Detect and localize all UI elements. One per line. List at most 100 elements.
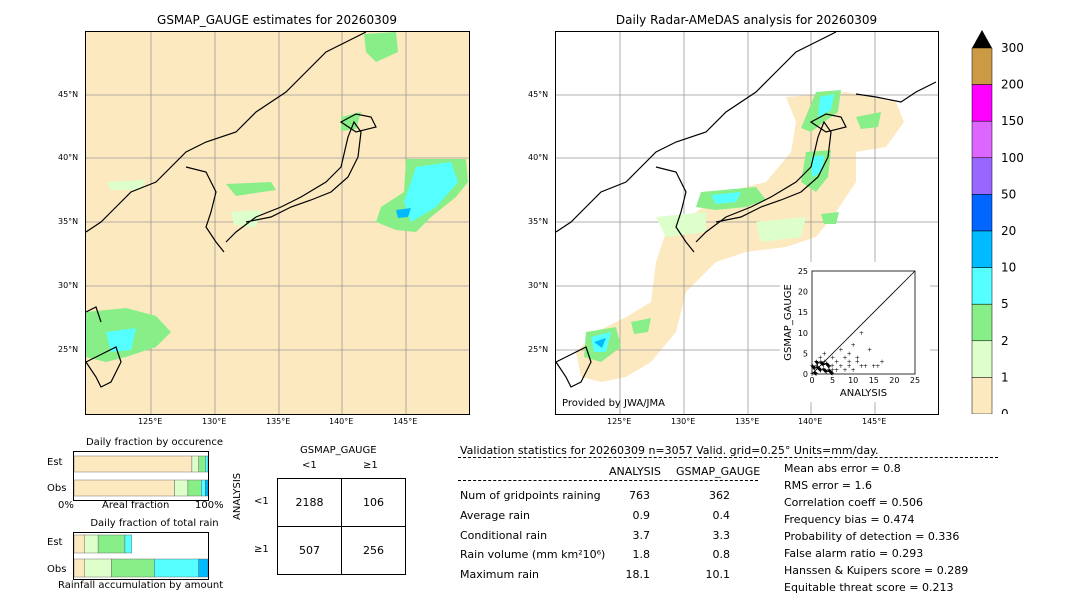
scatter-point: + — [812, 365, 817, 372]
score-2: Correlation coeff = 0.506 — [784, 496, 923, 509]
right-lat-30: 30°N — [528, 281, 549, 290]
validation-subdivider — [458, 480, 758, 481]
right-lon-125: 125°E — [607, 417, 632, 426]
left-lon-125: 125°E — [138, 417, 163, 426]
scatter-point: + — [822, 359, 827, 366]
scatter-point: + — [810, 364, 815, 371]
scatter-point: + — [855, 359, 860, 366]
score-4: Probability of detection = 0.336 — [784, 530, 960, 543]
stat-a-1: 0.9 — [632, 509, 651, 522]
scatter-point: + — [822, 367, 827, 374]
scatter-point: + — [813, 371, 818, 378]
colorbar-segment — [971, 157, 993, 195]
scatter-inset: 0 0 5 5 10 10 15 15 20 20 25 25 + + + + + + + + + + + + + + + + + + + +… — [780, 262, 930, 402]
scatter-point: + — [822, 350, 827, 357]
scatter-point: + — [809, 363, 814, 370]
contingency-row-ge1: ≥1 — [254, 544, 269, 555]
scatter-xtick: 15 — [869, 376, 879, 385]
scatter-ytick: 5 — [803, 349, 808, 358]
scatter-point: + — [820, 361, 825, 368]
contingency-col-ge1: ≥1 — [363, 460, 378, 471]
scatter-point: + — [822, 367, 827, 374]
scatter-point: + — [821, 362, 826, 369]
scatter-point: + — [842, 355, 847, 362]
scatter-point: + — [823, 368, 828, 375]
scatter-point: + — [821, 366, 826, 373]
scatter-point: + — [851, 342, 856, 349]
scatter-ylabel: GSMAP_GAUGE — [783, 284, 794, 361]
scatter-point: + — [859, 330, 864, 337]
scatter-point: + — [880, 359, 885, 366]
left-lat-25: 25°N — [58, 345, 79, 354]
contingency-table: 2188 106 507 256 — [277, 478, 406, 575]
colorbar-segment — [971, 120, 993, 159]
stacked-bar-segment — [73, 558, 85, 578]
occ-frame — [73, 451, 209, 501]
scatter-point: + — [830, 355, 835, 362]
scatter-point: + — [814, 359, 819, 366]
rain-row-est: Est — [47, 537, 63, 548]
colorbar-segment — [971, 267, 993, 305]
scatter-point: + — [847, 359, 852, 366]
stacked-bar-segment — [73, 455, 193, 473]
occ-bars — [73, 455, 209, 497]
scatter-plot: 00551010151520202525++++++++++++++++++++… — [783, 267, 920, 399]
scatter-point: + — [826, 363, 831, 370]
scatter-point: + — [818, 367, 823, 374]
scatter-point: + — [827, 364, 832, 371]
score-6: Hanssen & Kuipers score = 0.289 — [784, 564, 969, 577]
right-map-title: Daily Radar-AMeDAS analysis for 20260309 — [615, 13, 878, 27]
scatter-xtick: 25 — [910, 376, 920, 385]
scatter-xtick: 20 — [889, 376, 899, 385]
scatter-point: + — [818, 367, 823, 374]
right-lon-140: 140°E — [798, 417, 823, 426]
scatter-point: + — [818, 359, 823, 366]
stat-a-4: 18.1 — [625, 568, 651, 581]
stacked-bar-segment — [198, 455, 206, 473]
scatter-xtick: 5 — [830, 376, 835, 385]
scatter-point: + — [812, 369, 817, 376]
scatter-point: + — [827, 368, 832, 375]
scatter-point: + — [829, 370, 834, 377]
right-lon-145: 145°E — [862, 417, 887, 426]
scatter-point: + — [830, 362, 835, 369]
score-3: Frequency bias = 0.474 — [784, 513, 915, 526]
left-lon-140: 140°E — [329, 417, 354, 426]
scatter-point: + — [814, 359, 819, 366]
scatter-point: + — [812, 365, 817, 372]
left-lon-135: 135°E — [266, 417, 291, 426]
scatter-point: + — [828, 369, 833, 376]
right-lat-25: 25°N — [528, 345, 549, 354]
scatter-point: + — [816, 365, 821, 372]
scatter-point: + — [824, 361, 829, 368]
scatter-point: + — [815, 364, 820, 371]
colorbar-segment — [971, 47, 993, 85]
occ-axis-left: 0% — [58, 500, 74, 511]
scatter-point: + — [838, 346, 843, 353]
colorbar-tick-label: 1 — [1001, 370, 1009, 384]
scatter-point: + — [863, 363, 868, 370]
scatter-point: + — [851, 367, 856, 374]
stacked-bar-segment — [73, 534, 85, 554]
colorbar-segment — [971, 230, 993, 268]
map-credit: Provided by JWA/JMA — [562, 398, 665, 409]
stacked-bar-segment — [187, 479, 202, 497]
cell-00: 2188 — [277, 478, 342, 527]
score-0: Mean abs error = 0.8 — [784, 462, 901, 475]
stat-label-3: Rain volume (mm km²10⁶) — [460, 548, 606, 561]
scatter-point: + — [859, 363, 864, 370]
scatter-ytick: 10 — [798, 329, 808, 338]
scatter-point: + — [812, 366, 817, 373]
scatter-point: + — [842, 367, 847, 374]
colorbar: 300 200 150 100 50 20 10 5 2 1 0 — [970, 30, 1030, 421]
colorbar-tick-label: 0 — [1001, 407, 1009, 414]
scatter-point: + — [819, 360, 824, 367]
colorbar-tick-label: 20 — [1001, 224, 1016, 238]
scatter-point: + — [821, 362, 826, 369]
scatter-point: + — [830, 371, 835, 378]
scatter-xtick: 0 — [809, 376, 814, 385]
rain-footer: Rainfall accumulation by amount — [58, 580, 224, 591]
scatter-point: + — [811, 364, 816, 371]
scatter-diagonal — [811, 270, 916, 375]
stacked-bar-segment — [191, 455, 199, 473]
